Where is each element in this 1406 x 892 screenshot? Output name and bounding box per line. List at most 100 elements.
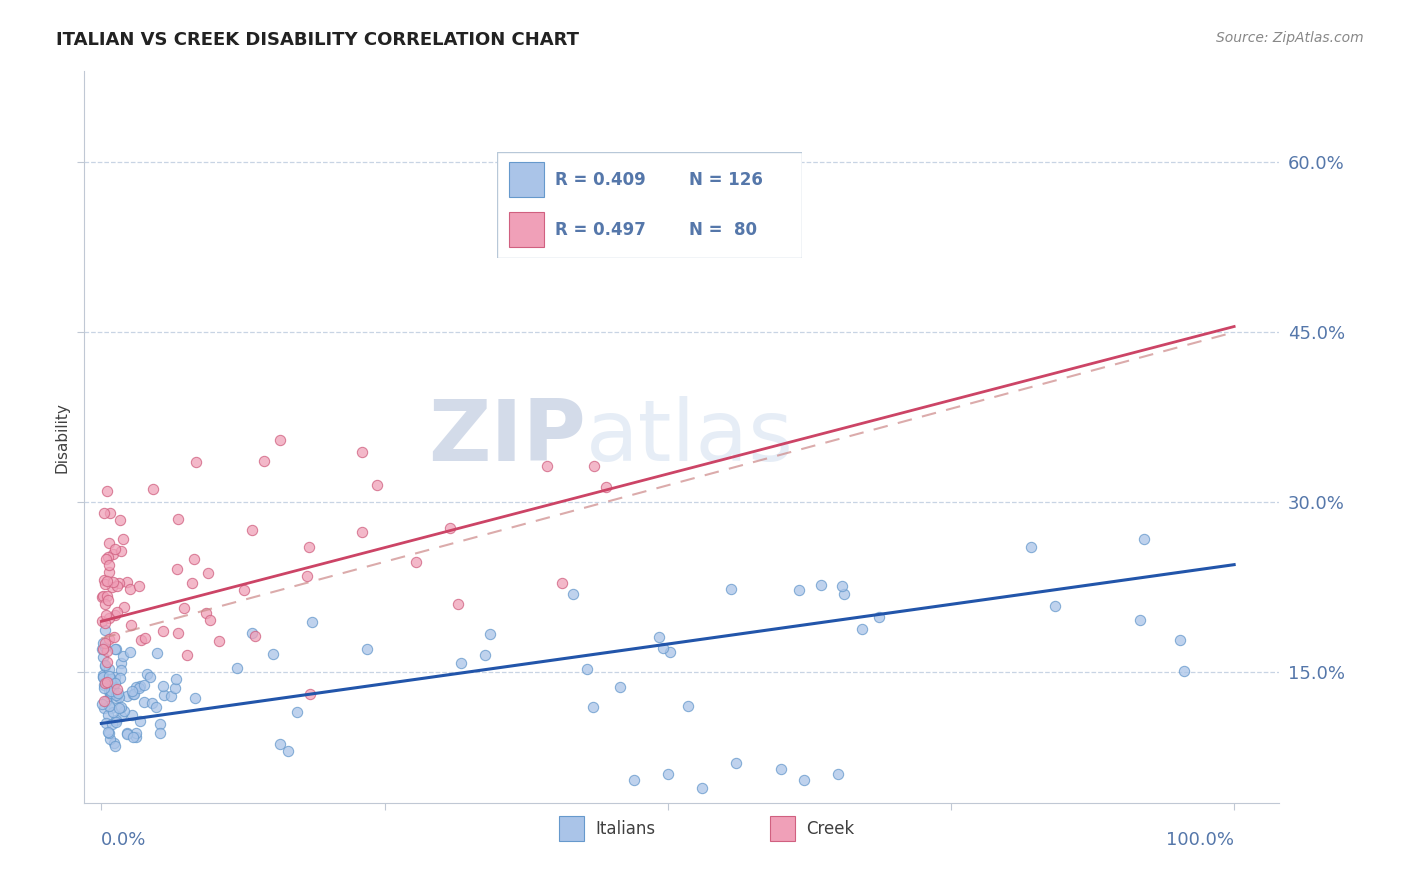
Point	[262, 648, 284, 662]
Point	[115, 725, 138, 739]
Point	[166, 561, 188, 575]
Point	[851, 622, 873, 636]
Point	[97, 592, 120, 607]
Point	[101, 581, 124, 595]
Point	[94, 615, 117, 630]
Point	[93, 694, 115, 708]
Point	[100, 681, 122, 695]
Point	[405, 556, 427, 570]
Point	[121, 707, 143, 722]
Point	[100, 680, 122, 694]
Point	[582, 700, 605, 714]
Point	[96, 644, 118, 658]
Point	[105, 713, 128, 727]
Point	[93, 573, 115, 587]
Point	[100, 700, 122, 714]
Point	[94, 597, 117, 611]
Point	[868, 610, 890, 624]
Point	[827, 767, 849, 781]
Point	[124, 681, 146, 695]
Point	[110, 544, 132, 558]
Point	[233, 582, 256, 597]
Text: atlas: atlas	[586, 395, 794, 479]
Point	[104, 690, 127, 705]
Point	[97, 536, 120, 550]
Point	[105, 605, 128, 619]
Point	[269, 433, 291, 447]
Point	[96, 655, 118, 669]
Point	[91, 697, 114, 711]
Point	[91, 642, 114, 657]
Point	[91, 641, 114, 656]
Point	[166, 512, 188, 526]
Point	[153, 688, 176, 702]
Point	[100, 686, 122, 700]
Point	[149, 725, 172, 739]
Point	[165, 672, 187, 686]
Point	[167, 625, 190, 640]
Point	[623, 773, 645, 788]
Point	[117, 574, 139, 589]
Point	[439, 521, 461, 535]
Point	[96, 674, 118, 689]
Point	[676, 698, 699, 713]
Point	[91, 590, 114, 604]
Point	[536, 459, 558, 474]
Point	[243, 629, 266, 643]
FancyBboxPatch shape	[509, 212, 544, 247]
Point	[142, 482, 165, 496]
Point	[831, 579, 853, 593]
Text: 0.0%: 0.0%	[101, 831, 146, 849]
Point	[1132, 532, 1154, 546]
Point	[94, 552, 117, 566]
Point	[97, 632, 120, 646]
Point	[145, 699, 167, 714]
Point	[652, 641, 675, 656]
Point	[103, 705, 125, 719]
Point	[112, 599, 135, 614]
Point	[139, 670, 162, 684]
Point	[98, 669, 121, 683]
Point	[91, 636, 114, 650]
FancyBboxPatch shape	[498, 152, 803, 258]
Point	[98, 732, 121, 747]
Point	[658, 645, 681, 659]
Point	[198, 613, 221, 627]
Point	[173, 601, 195, 615]
Point	[110, 656, 132, 670]
Point	[128, 714, 150, 728]
Point	[115, 689, 138, 703]
Point	[657, 767, 679, 781]
Point	[104, 608, 127, 623]
Point	[128, 681, 150, 695]
Point	[129, 679, 152, 693]
Point	[104, 641, 127, 656]
Point	[91, 671, 114, 685]
Point	[121, 618, 143, 632]
Point	[787, 583, 810, 598]
Point	[107, 579, 129, 593]
Point	[115, 727, 138, 741]
Point	[562, 586, 585, 600]
Point	[121, 731, 143, 745]
Point	[184, 455, 207, 469]
Point	[793, 773, 815, 788]
Point	[356, 641, 378, 656]
Point	[97, 662, 120, 676]
Point	[110, 513, 132, 527]
Point	[152, 679, 174, 693]
Point	[98, 675, 121, 690]
Point	[141, 696, 163, 710]
Point	[1019, 541, 1042, 555]
Point	[91, 614, 114, 628]
Point	[118, 582, 141, 597]
Point	[769, 762, 792, 776]
Point	[163, 681, 186, 695]
Point	[152, 624, 174, 639]
Point	[648, 630, 671, 644]
Point	[101, 680, 124, 694]
Point	[350, 525, 373, 540]
Point	[1168, 632, 1191, 647]
Point	[583, 458, 606, 473]
Point	[551, 575, 574, 590]
